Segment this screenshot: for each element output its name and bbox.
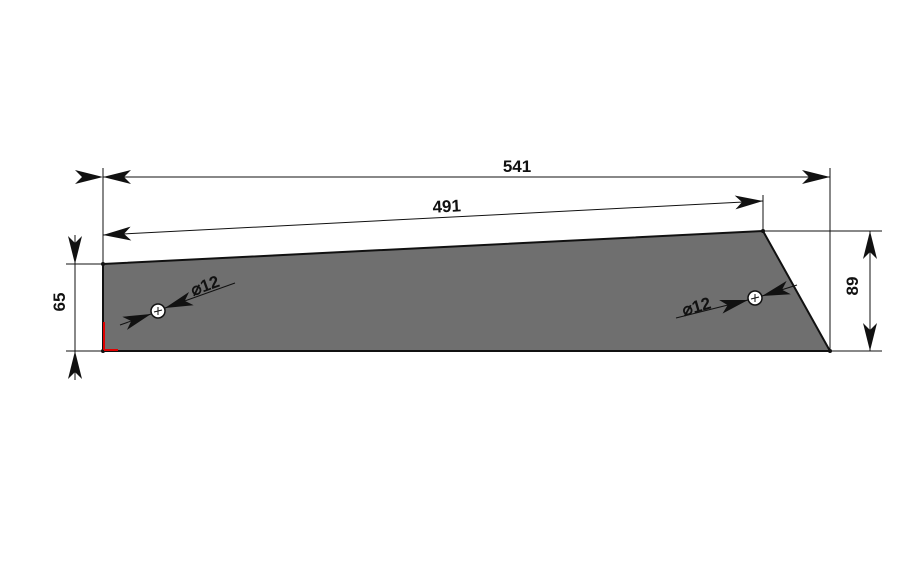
dimension-541: 541: [75, 157, 830, 184]
dimension-label: 89: [843, 277, 862, 296]
dimension-label: 541: [503, 157, 531, 176]
dimension-89: 89: [843, 231, 877, 351]
dimension-491: 491: [102, 195, 764, 241]
dimension-label: 491: [432, 196, 461, 216]
dimension-label: 65: [50, 293, 69, 312]
dimension-65: 65: [50, 235, 82, 380]
origin-marker: [103, 322, 118, 351]
